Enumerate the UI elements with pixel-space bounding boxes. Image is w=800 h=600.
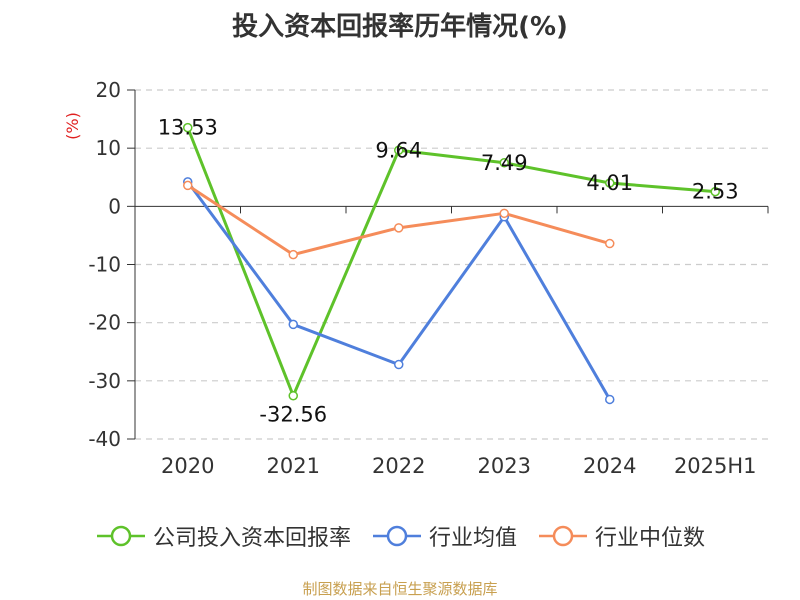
data-point <box>394 359 404 370</box>
data-point <box>394 223 404 233</box>
x-tick-label: 2021 <box>267 454 320 478</box>
legend-label: 行业中位数 <box>595 526 706 551</box>
series-line <box>186 127 716 398</box>
data-label: 9.64 <box>375 138 422 162</box>
legend-item: 行业中位数 <box>537 520 705 552</box>
data-point <box>183 180 193 191</box>
y-tick-label: -20 <box>88 311 121 335</box>
data-point <box>394 145 404 156</box>
data-point <box>288 249 298 260</box>
data-label: 4.01 <box>586 171 633 195</box>
x-tick-label: 2023 <box>478 454 531 478</box>
legend: 公司投入资本回报率 行业均值 行业中位数 <box>0 520 800 552</box>
legend-item: 行业均值 <box>371 520 517 552</box>
x-tick-label: 2024 <box>583 454 636 478</box>
grid-lines <box>135 89 768 440</box>
y-tick-label: -30 <box>88 369 121 393</box>
x-tick-label: 2025H1 <box>674 454 757 478</box>
axes: 20 10 0 -10 -20 -30 -40 2020 2021 2022 2023 2024 202… <box>88 78 769 478</box>
data-label: 7.49 <box>481 151 528 175</box>
source-note: 制图数据来自恒生聚源数据库 <box>302 580 498 598</box>
legend-label: 行业均值 <box>428 526 517 551</box>
data-point <box>710 186 720 197</box>
legend-symbol <box>539 525 587 547</box>
data-point <box>605 178 615 188</box>
series <box>183 122 720 405</box>
y-tick-label: 0 <box>108 194 121 218</box>
chart-title: 投入资本回报率历年情况(%) <box>232 12 568 42</box>
y-tick-label: -10 <box>88 253 121 277</box>
legend-item: 公司投入资本回报率 <box>95 520 351 552</box>
data-point <box>605 238 615 249</box>
data-label: 2.53 <box>692 180 739 204</box>
data-label: 13.53 <box>158 116 218 140</box>
data-labels: 13.53 -32.56 9.64 7.49 4.01 2.53 <box>158 116 739 427</box>
x-tick-label: 2022 <box>372 454 425 478</box>
data-point <box>499 208 509 219</box>
data-point <box>183 122 193 133</box>
data-point <box>605 394 615 405</box>
y-axis-label: (%) <box>63 112 82 140</box>
data-point <box>288 319 298 330</box>
data-point <box>499 158 509 168</box>
series-line <box>186 184 611 257</box>
y-tick-label: 10 <box>96 136 121 160</box>
x-tick-label: 2020 <box>161 454 214 478</box>
data-label: -32.56 <box>259 403 327 427</box>
y-tick-label: 20 <box>96 78 121 102</box>
legend-label: 公司投入资本回报率 <box>152 526 351 551</box>
y-tick-label: -40 <box>88 427 121 451</box>
legend-symbol <box>372 525 421 547</box>
legend-symbol <box>96 525 145 547</box>
data-point <box>288 390 298 401</box>
